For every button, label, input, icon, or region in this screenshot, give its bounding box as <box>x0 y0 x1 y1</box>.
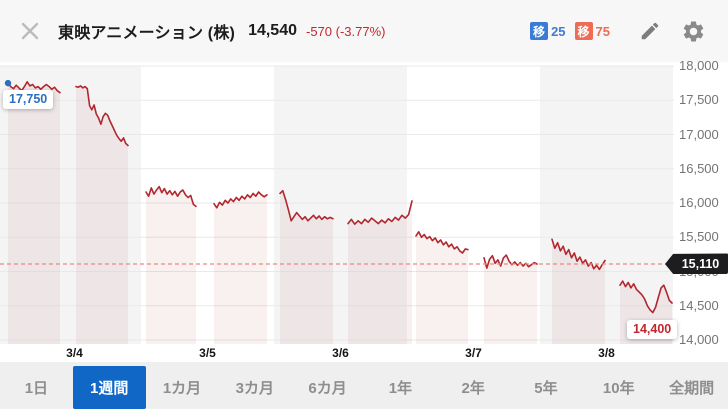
low-price-tooltip: 14,400 <box>627 319 678 339</box>
y-tick-17,000: 17,000 <box>679 126 719 142</box>
timeframe-tab-1週間[interactable]: 1週間 <box>72 366 146 409</box>
price-line <box>347 200 413 225</box>
timeframe-tab-全期間[interactable]: 全期間 <box>669 380 715 397</box>
price-line <box>619 280 673 314</box>
price-chart-svg[interactable] <box>0 62 728 345</box>
session-fill <box>76 85 128 345</box>
x-tick-3/5: 3/5 <box>199 346 216 360</box>
session-fill <box>484 255 537 344</box>
timeframe-tab-6カ月[interactable]: 6カ月 <box>308 380 347 397</box>
y-tick-14,500: 14,500 <box>679 297 719 313</box>
x-tick-3/8: 3/8 <box>598 346 615 360</box>
session-fill <box>416 231 468 344</box>
timeframe-tab-1年[interactable]: 1年 <box>388 380 413 397</box>
session-fill <box>280 190 333 344</box>
moving-average-toggles: 移 25 移 75 <box>530 22 615 40</box>
price-line <box>145 185 197 208</box>
y-tick-14,000: 14,000 <box>679 332 719 347</box>
start-marker-dot <box>4 79 12 87</box>
top-bar: 東映アニメーション (株) 14,540 -570 (-3.77%) 移 25 … <box>0 0 728 62</box>
timeframe-tab-5年[interactable]: 5年 <box>534 380 558 397</box>
previous-close-badge: 15,110 <box>665 253 728 275</box>
x-tick-3/7: 3/7 <box>465 346 482 360</box>
chart-area[interactable]: 18,00017,50017,00016,50016,00015,50015,0… <box>0 58 728 347</box>
price-line <box>75 85 129 147</box>
price-line <box>213 191 268 209</box>
price-line <box>279 189 334 222</box>
session-fill <box>146 186 196 344</box>
session-fill <box>8 81 60 345</box>
y-tick-18,000: 18,000 <box>679 58 719 73</box>
timeframe-bar: 1日 1週間 1カ月 3カ月 6カ月 1年 2年 5年 10年 全期間 <box>0 362 728 409</box>
session-fill <box>348 200 412 344</box>
price-line <box>415 231 469 254</box>
stock-change: -570 (-3.77%) <box>306 23 386 39</box>
stock-title: 東映アニメーション (株) <box>58 25 236 42</box>
ma25-value: 25 <box>551 23 566 39</box>
edit-pencil-icon[interactable] <box>639 20 661 42</box>
day-band-3/4 <box>0 66 141 344</box>
session-fill <box>214 192 267 344</box>
x-tick-3/6: 3/6 <box>332 346 349 360</box>
price-line <box>551 238 606 271</box>
ma75-toggle[interactable]: 移 75 <box>574 22 615 40</box>
y-tick-16,500: 16,500 <box>679 160 719 176</box>
timeframe-tab-1日[interactable]: 1日 <box>24 380 49 397</box>
y-tick-17,500: 17,500 <box>679 92 719 108</box>
price-line <box>483 254 538 269</box>
x-tick-3/4: 3/4 <box>66 346 83 360</box>
timeframe-tab-1カ月[interactable]: 1カ月 <box>162 380 202 397</box>
price-line <box>7 80 61 94</box>
ma25-badge-icon: 移 <box>530 22 549 40</box>
stock-price: 14,540 <box>248 22 297 39</box>
ma75-badge-icon: 移 <box>574 22 593 40</box>
day-band-3/6 <box>274 66 407 344</box>
start-price-tooltip: 17,750 <box>3 90 54 110</box>
close-icon[interactable] <box>20 21 40 41</box>
y-tick-16,000: 16,000 <box>679 195 719 210</box>
x-axis-labels: 3/4 3/5 3/6 3/7 3/8 <box>0 345 728 362</box>
day-band-3/8 <box>540 66 673 344</box>
y-tick-15,500: 15,500 <box>679 229 719 245</box>
ma25-toggle[interactable]: 移 25 <box>530 22 570 40</box>
timeframe-tab-10年[interactable]: 10年 <box>602 380 635 397</box>
ma75-value: 75 <box>595 23 610 39</box>
timeframe-tab-2年[interactable]: 2年 <box>461 380 485 397</box>
timeframe-tab-3カ月[interactable]: 3カ月 <box>235 380 274 397</box>
settings-gear-icon[interactable] <box>681 19 706 44</box>
